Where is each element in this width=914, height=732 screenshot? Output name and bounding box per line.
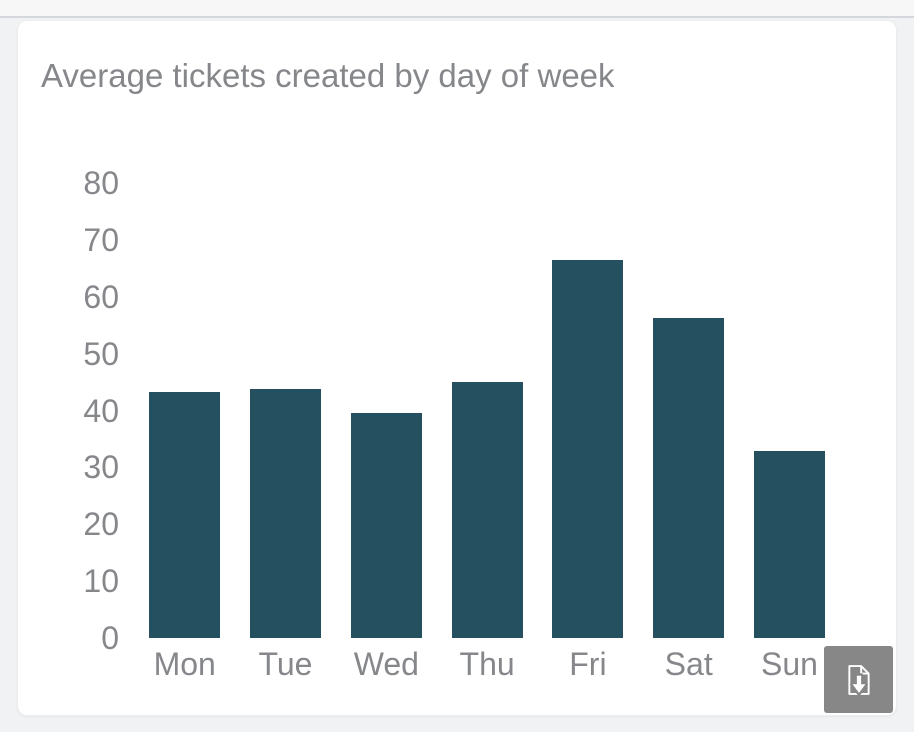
- y-axis-tick-label: 50: [83, 335, 119, 372]
- chart-card: Average tickets created by day of week 0…: [17, 20, 897, 716]
- x-axis-day-label: Wed: [353, 646, 419, 682]
- y-axis-tick-label: 20: [83, 506, 119, 543]
- x-axis-day-label: Fri: [569, 646, 607, 682]
- y-axis-tick-label: 40: [83, 392, 119, 429]
- chart-title: Average tickets created by day of week: [41, 57, 615, 94]
- x-axis-day-label: Tue: [258, 646, 313, 682]
- bar-tue[interactable]: [250, 389, 321, 638]
- download-chart-button[interactable]: [824, 646, 893, 713]
- y-axis-tick-label: 70: [83, 221, 119, 258]
- bar-fri[interactable]: [552, 259, 624, 638]
- x-axis-day-label: Thu: [459, 646, 515, 682]
- y-axis-tick-label: 60: [83, 278, 119, 315]
- top-bar: [0, 0, 914, 18]
- x-axis-day-label: Sun: [761, 646, 818, 682]
- y-axis-tick-label: 0: [101, 620, 119, 656]
- x-axis-day-label: Sat: [664, 646, 713, 682]
- bar-sun[interactable]: [754, 451, 825, 638]
- bar-mon[interactable]: [149, 391, 221, 638]
- bar-sat[interactable]: [653, 317, 725, 638]
- y-axis-tick-label: 10: [83, 563, 119, 600]
- y-axis-tick-label: 30: [83, 449, 119, 486]
- file-download-icon: [846, 664, 872, 695]
- bar-chart-canvas[interactable]: 0 10 20 30 40 50 60 70 80 Mon Tue Wed Thu Fri Sat Sun: [18, 21, 898, 717]
- x-axis-day-label: Mon: [153, 646, 216, 682]
- bar-thu[interactable]: [451, 382, 523, 638]
- y-axis-tick-label: 80: [83, 165, 119, 201]
- bar-wed[interactable]: [350, 412, 422, 638]
